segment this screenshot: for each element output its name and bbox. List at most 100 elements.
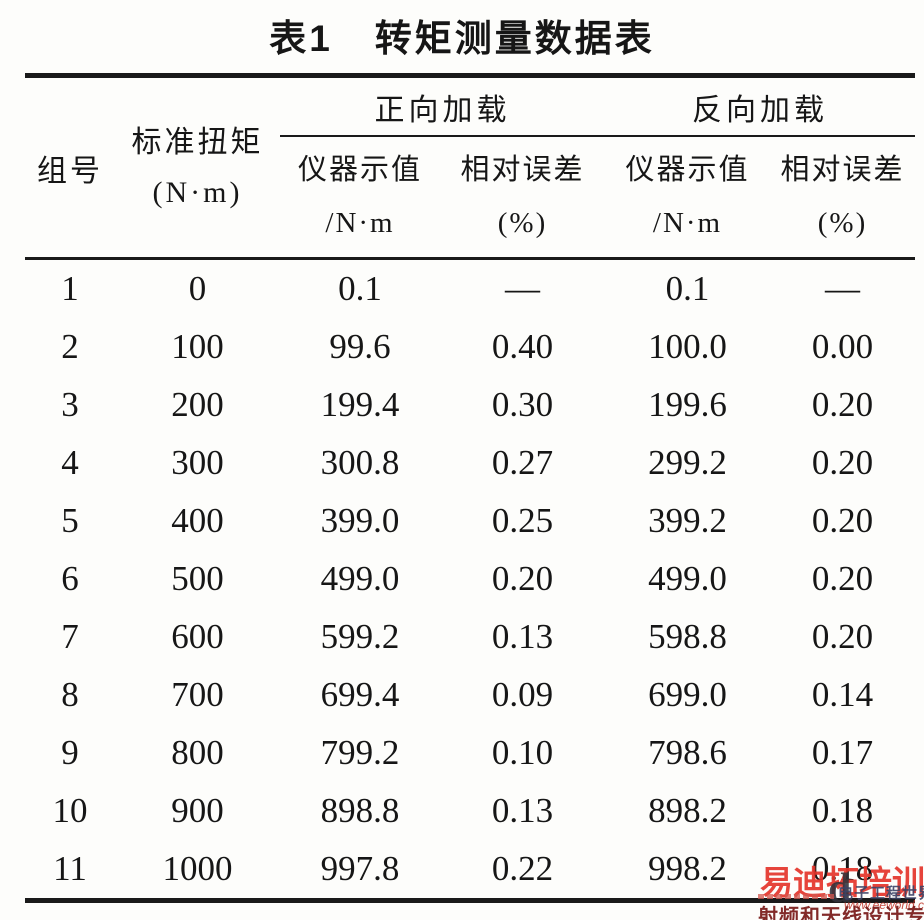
- cell-group-no: 11: [53, 849, 87, 888]
- cell-forward-error: 0.40: [491, 327, 554, 366]
- header-standard-torque: 标准扭矩 (N·m): [115, 75, 280, 260]
- cell-forward-error: —: [505, 269, 540, 308]
- cell-forward-error: 0.30: [491, 385, 554, 424]
- header-forward-reading-line1: 仪器示值: [297, 154, 422, 186]
- cell-group-no: 2: [61, 327, 79, 366]
- watermark-site-name: 电子工程世界: [838, 885, 924, 902]
- cell-standard-torque: 0: [188, 269, 207, 308]
- cell-group-no: 10: [52, 791, 88, 830]
- cell-group-no: 3: [61, 385, 79, 424]
- cell-forward-reading: 699.4: [320, 675, 400, 714]
- table-row: 9 800 799.2 0.10 798.6 0.17: [25, 724, 915, 782]
- cell-forward-error: 0.22: [491, 849, 554, 888]
- watermark-tagline: 射频和天线设计专家: [758, 906, 924, 920]
- cell-reverse-reading: 100.0: [648, 327, 727, 366]
- cell-forward-reading: 300.8: [320, 443, 400, 482]
- cell-reverse-reading: 898.2: [648, 791, 727, 830]
- header-reverse-error-unit: (%): [817, 207, 868, 239]
- cell-reverse-reading: 699.0: [648, 675, 727, 714]
- cell-reverse-error: 0.20: [811, 617, 874, 656]
- table-header: 组号 标准扭矩 (N·m) 正向加载 反向加载 仪器示值 /N·m: [25, 75, 915, 260]
- header-group-row: 组号 标准扭矩 (N·m) 正向加载 反向加载: [25, 75, 915, 260]
- cell-forward-error: 0.13: [491, 617, 554, 656]
- header-group-no: 组号: [25, 75, 115, 260]
- table-row: 7 600 599.2 0.13 598.8 0.20: [25, 608, 915, 666]
- cell-standard-torque: 700: [171, 675, 224, 714]
- table-row: 2 100 99.6 0.40 100.0 0.00: [25, 318, 915, 376]
- cell-reverse-reading: 199.6: [648, 385, 727, 424]
- header-sub-row: 仪器示值 /N·m 相对误差 (%) 仪器示值 /N·m 相对误差 (%): [25, 136, 915, 260]
- header-reverse-error: 相对误差 (%): [770, 136, 915, 260]
- cell-reverse-error: 0.20: [811, 501, 874, 540]
- cell-reverse-error: 0.17: [811, 733, 874, 772]
- site-watermark: 易迪拓培训 d 电子工程世界 www.eeworld.com.cn 射频和天线设…: [732, 854, 924, 920]
- cell-forward-error: 0.09: [491, 675, 554, 714]
- cell-group-no: 8: [61, 675, 79, 714]
- header-reverse-reading-line1: 仪器示值: [625, 154, 750, 186]
- cell-reverse-reading: 499.0: [648, 559, 727, 598]
- header-forward-loading: 正向加载: [280, 75, 605, 137]
- cell-forward-reading: 499.0: [320, 559, 400, 598]
- cell-group-no: 6: [61, 559, 79, 598]
- header-forward-error-unit: (%): [497, 207, 548, 239]
- table-row: 1 0 0.1 — 0.1 —: [25, 259, 915, 319]
- table-caption-label: 表1: [269, 18, 333, 59]
- cell-forward-reading: 399.0: [320, 501, 400, 540]
- table-row: 6 500 499.0 0.20 499.0 0.20: [25, 550, 915, 608]
- table-caption: 表1 转矩测量数据表: [0, 8, 924, 62]
- table-row: 5 400 399.0 0.25 399.2 0.20: [25, 492, 915, 550]
- table-body: 1 0 0.1 — 0.1 — 2 100 99.6 0.40 100.0 0.…: [25, 259, 915, 901]
- cell-standard-torque: 900: [171, 791, 224, 830]
- cell-standard-torque: 400: [171, 501, 224, 540]
- cell-group-no: 9: [61, 733, 79, 772]
- header-forward-reading: 仪器示值 /N·m: [280, 136, 440, 260]
- cell-forward-reading: 99.6: [329, 327, 391, 366]
- table-row: 8 700 699.4 0.09 699.0 0.14: [25, 666, 915, 724]
- watermark-logo-icon: d: [828, 866, 852, 912]
- header-reverse-loading: 反向加载: [605, 75, 915, 137]
- cell-reverse-error: 0.18: [811, 791, 874, 830]
- cell-reverse-reading: 399.2: [648, 501, 727, 540]
- cell-forward-error: 0.27: [491, 443, 554, 482]
- cell-group-no: 5: [61, 501, 79, 540]
- cell-group-no: 1: [61, 269, 79, 308]
- cell-reverse-reading: 598.8: [648, 617, 727, 656]
- torque-data-table: 组号 标准扭矩 (N·m) 正向加载 反向加载 仪器示值 /N·m: [25, 73, 915, 903]
- cell-standard-torque: 800: [171, 733, 224, 772]
- cell-forward-error: 0.10: [491, 733, 554, 772]
- header-forward-error: 相对误差 (%): [440, 136, 605, 260]
- cell-standard-torque: 300: [171, 443, 224, 482]
- cell-reverse-error: —: [825, 269, 860, 308]
- watermark-site-url: www.eeworld.com.cn: [844, 898, 924, 912]
- table-row: 11 1000 997.8 0.22 998.2 0.18: [25, 840, 915, 901]
- header-reverse-reading-unit: /N·m: [652, 207, 723, 239]
- cell-forward-reading: 799.2: [320, 733, 400, 772]
- cell-standard-torque: 100: [171, 327, 224, 366]
- header-forward-error-line1: 相对误差: [460, 154, 585, 186]
- cell-group-no: 4: [61, 443, 79, 482]
- header-reverse-error-line1: 相对误差: [780, 154, 905, 186]
- cell-forward-error: 0.25: [491, 501, 554, 540]
- cell-reverse-error: 0.20: [811, 443, 874, 482]
- header-standard-torque-line1: 标准扭矩: [131, 125, 264, 159]
- cell-forward-error: 0.13: [491, 791, 554, 830]
- header-reverse-reading: 仪器示值 /N·m: [605, 136, 770, 260]
- cell-reverse-reading: 798.6: [648, 733, 727, 772]
- cell-forward-reading: 898.8: [320, 791, 400, 830]
- cell-forward-reading: 0.1: [338, 269, 382, 308]
- header-standard-torque-unit: (N·m): [152, 175, 243, 209]
- cell-reverse-reading: 998.2: [648, 849, 727, 888]
- header-forward-reading-unit: /N·m: [325, 207, 395, 239]
- table-row: 3 200 199.4 0.30 199.6 0.20: [25, 376, 915, 434]
- torque-table-wrap: 组号 标准扭矩 (N·m) 正向加载 反向加载 仪器示值 /N·m: [25, 73, 915, 903]
- cell-reverse-error: 0.00: [811, 327, 874, 366]
- cell-group-no: 7: [61, 617, 79, 656]
- cell-reverse-error: 0.14: [811, 675, 874, 714]
- cell-reverse-error: 0.20: [811, 385, 874, 424]
- table-row: 10 900 898.8 0.13 898.2 0.18: [25, 782, 915, 840]
- cell-standard-torque: 600: [171, 617, 224, 656]
- cell-standard-torque: 500: [171, 559, 224, 598]
- cell-reverse-error: 0.20: [811, 559, 874, 598]
- cell-reverse-error: 0.18: [811, 849, 874, 888]
